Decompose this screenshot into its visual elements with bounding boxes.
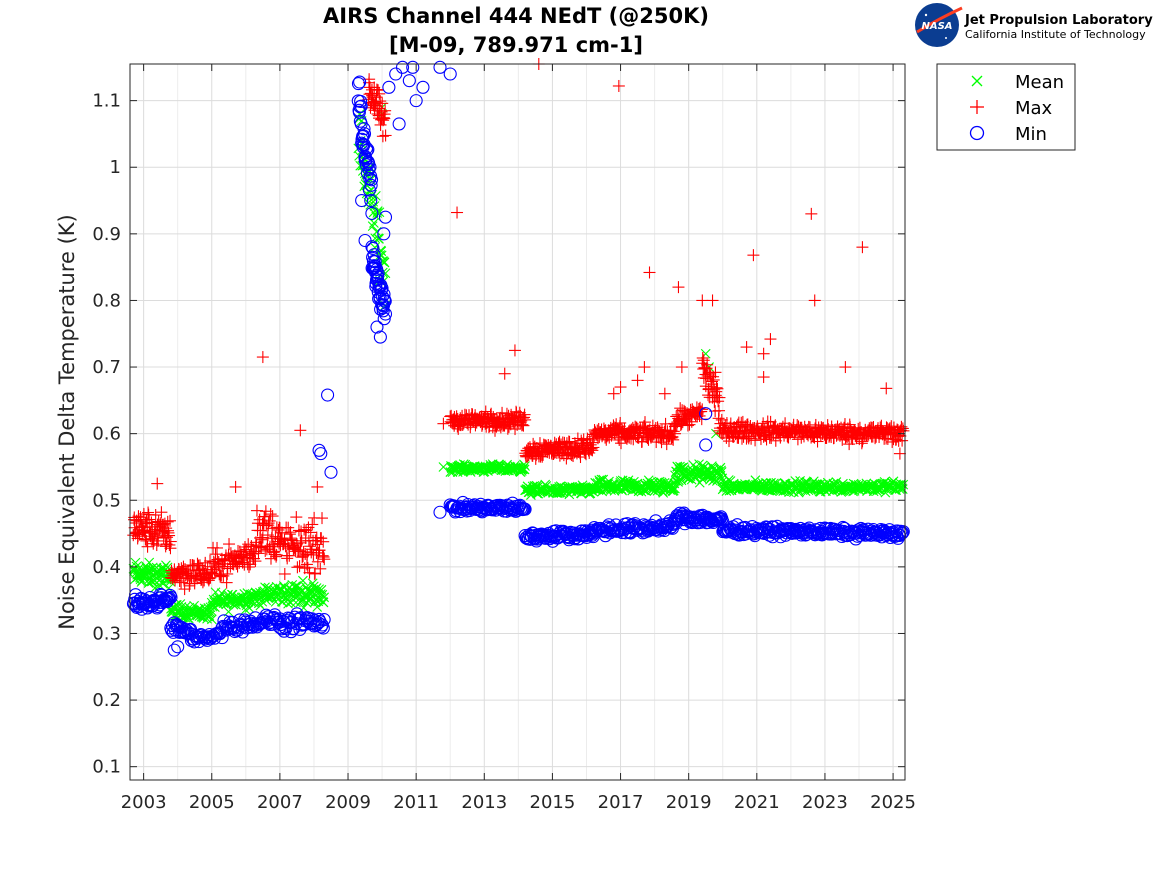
y-tick-label: 0.9 bbox=[92, 224, 121, 245]
point-mean bbox=[298, 602, 309, 613]
x-tick-label: 2019 bbox=[666, 792, 712, 813]
x-tick-label: 2015 bbox=[530, 792, 576, 813]
x-tick-label: 2013 bbox=[461, 792, 507, 813]
nasa-star-icon bbox=[924, 13, 928, 17]
y-tick-label: 0.7 bbox=[92, 357, 121, 378]
y-tick-label: 0.3 bbox=[92, 623, 121, 644]
y-tick-label: 1.1 bbox=[92, 91, 121, 112]
x-tick-label: 2011 bbox=[393, 792, 439, 813]
point-mean bbox=[369, 201, 380, 211]
point-mean bbox=[319, 592, 330, 603]
jpl-name: Jet Propulsion Laboratory bbox=[964, 13, 1153, 28]
point-mean bbox=[206, 614, 217, 625]
data-points bbox=[126, 58, 910, 657]
point-mean bbox=[519, 464, 530, 475]
y-tick-label: 0.8 bbox=[92, 290, 121, 311]
y-tick-label: 1 bbox=[110, 157, 121, 178]
point-mean bbox=[372, 208, 383, 218]
y-axis-label: Noise Equivalent Delta Temperature (K) bbox=[55, 214, 79, 630]
point-mean bbox=[367, 221, 378, 232]
point-mean bbox=[283, 598, 293, 609]
nasa-star-icon-2 bbox=[945, 37, 947, 39]
point-mean bbox=[369, 218, 379, 228]
y-tick-label: 0.2 bbox=[92, 690, 121, 711]
y-tick-label: 0.5 bbox=[92, 490, 121, 511]
point-mean bbox=[202, 611, 213, 622]
point-mean bbox=[175, 599, 186, 609]
point-mean bbox=[547, 484, 558, 495]
y-tick-label: 0.4 bbox=[92, 557, 121, 578]
chart-title: AIRS Channel 444 NEdT (@250K) bbox=[323, 4, 709, 28]
legend: Mean Max Min bbox=[936, 63, 1076, 151]
point-mean bbox=[216, 588, 227, 599]
point-mean bbox=[258, 590, 269, 600]
point-mean bbox=[370, 190, 381, 201]
point-mean bbox=[516, 464, 526, 475]
point-mean bbox=[280, 588, 291, 598]
legend-label-max: Max bbox=[1015, 98, 1053, 119]
x-tick-label: 2005 bbox=[189, 792, 235, 813]
point-mean bbox=[304, 587, 315, 597]
point-mean bbox=[670, 483, 680, 494]
legend-label-min: Min bbox=[1015, 124, 1047, 145]
x-tick-label: 2009 bbox=[325, 792, 371, 813]
nasa-badge-text: NASA bbox=[921, 21, 952, 32]
point-mean bbox=[520, 461, 530, 471]
point-mean bbox=[298, 575, 308, 586]
legend-label-mean: Mean bbox=[1015, 72, 1064, 93]
y-tick-label: 0.6 bbox=[92, 424, 121, 445]
x-tick-label: 2017 bbox=[598, 792, 644, 813]
x-tick-label: 2021 bbox=[734, 792, 780, 813]
x-tick-label: 2023 bbox=[802, 792, 848, 813]
point-mean bbox=[288, 586, 299, 597]
point-mean bbox=[144, 557, 155, 568]
x-tick-label: 2003 bbox=[121, 792, 167, 813]
jpl-subname: California Institute of Technology bbox=[965, 28, 1146, 41]
x-tick-label: 2025 bbox=[870, 792, 916, 813]
y-tick-label: 0.1 bbox=[92, 757, 121, 778]
x-tick-label: 2007 bbox=[257, 792, 303, 813]
point-mean bbox=[716, 465, 726, 476]
point-mean bbox=[673, 475, 684, 486]
chart-subtitle: [M-09, 789.971 cm-1] bbox=[389, 33, 643, 57]
